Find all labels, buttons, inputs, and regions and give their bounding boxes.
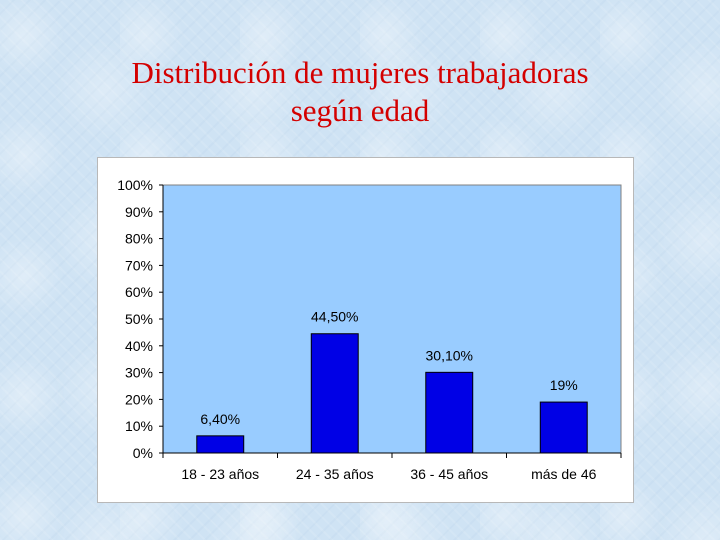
bar bbox=[425, 371, 474, 454]
x-category-label: 24 - 35 años bbox=[296, 466, 374, 482]
bar bbox=[539, 401, 588, 454]
x-category-label: más de 46 bbox=[531, 466, 597, 482]
y-tick-label: 90% bbox=[125, 204, 153, 220]
data-label: 44,50% bbox=[311, 309, 358, 325]
y-tick-label: 0% bbox=[133, 445, 153, 461]
y-tick-label: 20% bbox=[125, 391, 153, 407]
data-label: 19% bbox=[550, 377, 578, 393]
data-label: 30,10% bbox=[426, 347, 473, 363]
slide-title: Distribución de mujeres trabajadoras seg… bbox=[60, 54, 660, 130]
y-tick-label: 60% bbox=[125, 284, 153, 300]
y-tick-label: 70% bbox=[125, 257, 153, 273]
bar bbox=[310, 333, 359, 454]
data-label: 6,40% bbox=[200, 411, 240, 427]
y-tick-label: 100% bbox=[117, 177, 153, 193]
y-tick-label: 10% bbox=[125, 418, 153, 434]
x-category-label: 36 - 45 años bbox=[410, 466, 488, 482]
slide-title-line-2: según edad bbox=[290, 93, 430, 128]
x-category-label: 18 - 23 años bbox=[181, 466, 259, 482]
y-tick-label: 80% bbox=[125, 231, 153, 247]
y-tick-label: 30% bbox=[125, 365, 153, 381]
bar bbox=[196, 435, 245, 454]
slide-title-line-1: Distribución de mujeres trabajadoras bbox=[131, 55, 589, 90]
y-tick-label: 50% bbox=[125, 311, 153, 327]
y-tick-label: 40% bbox=[125, 338, 153, 354]
